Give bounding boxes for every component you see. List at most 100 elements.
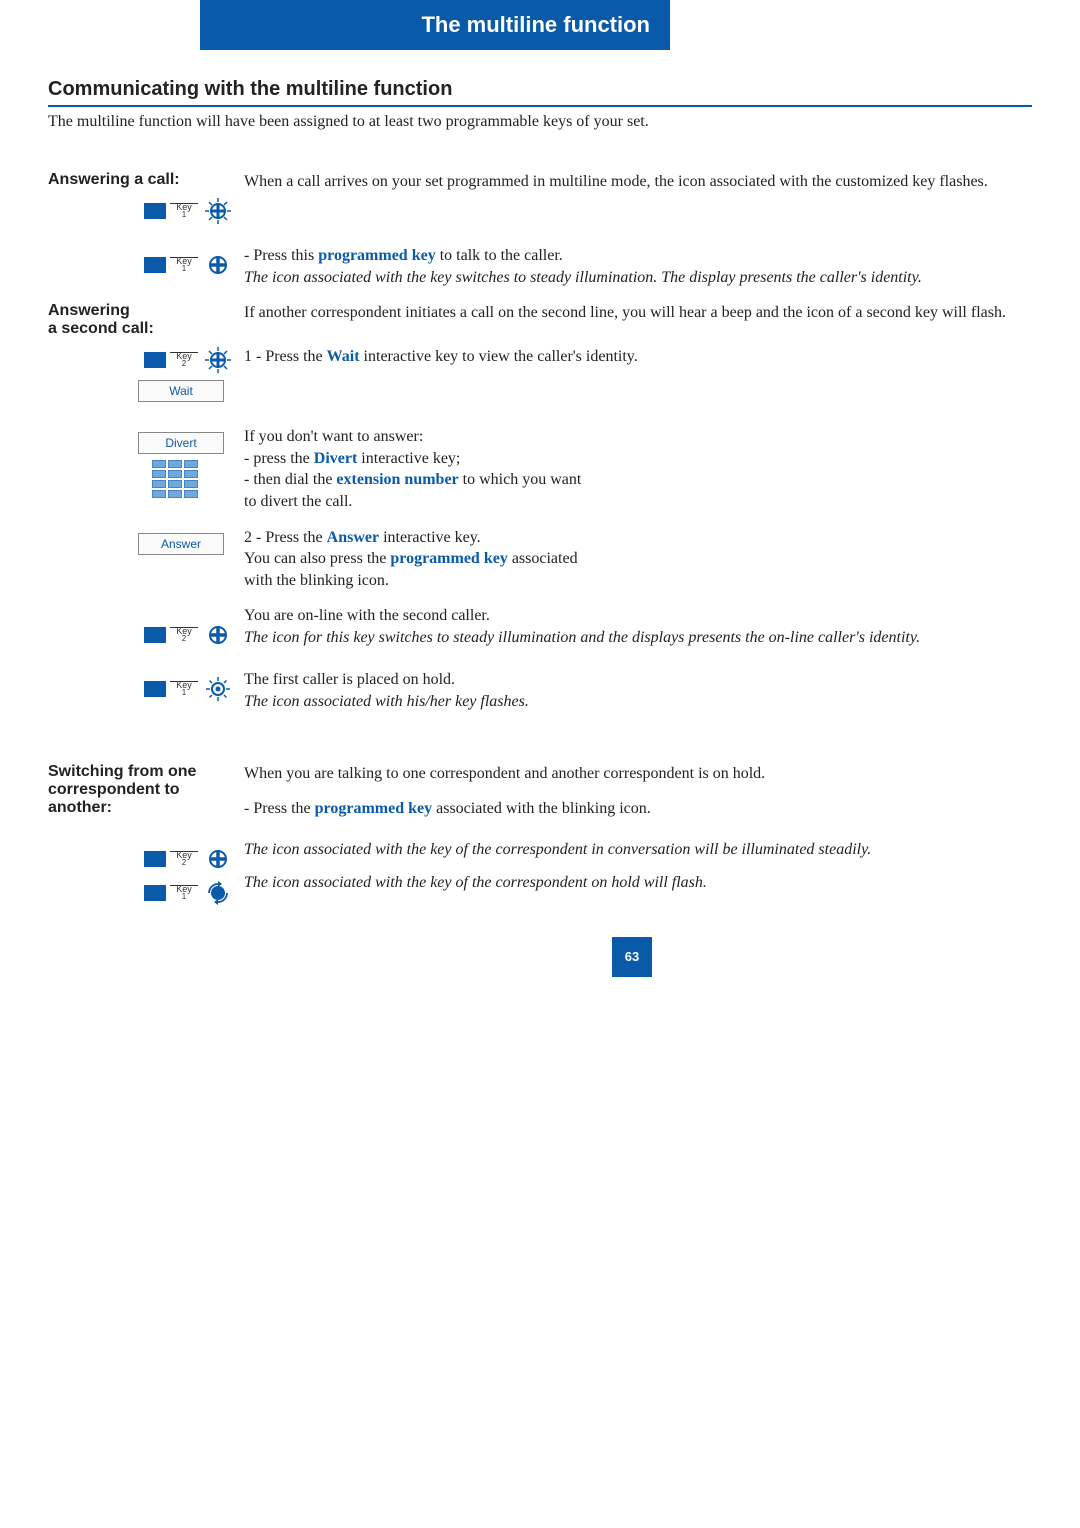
second-call-p1: If another correspondent initiates a cal… bbox=[244, 302, 1032, 324]
key-num: 2 bbox=[182, 859, 186, 867]
hold-p1: The first caller is placed on hold. bbox=[244, 669, 1032, 691]
keypad-icon bbox=[48, 460, 198, 498]
text: 2 - Press the bbox=[244, 529, 327, 546]
blue-square-icon bbox=[144, 681, 166, 697]
row-switching-2: Key 2 Key 1 bbox=[48, 839, 1032, 913]
online-p2: The icon for this key switches to steady… bbox=[244, 627, 1032, 649]
blue-square-icon bbox=[144, 627, 166, 643]
call-steady-icon bbox=[204, 251, 232, 279]
text: to which you want bbox=[459, 471, 582, 488]
italic-text: The icon associated with his/her key fla… bbox=[244, 693, 529, 710]
text: interactive key. bbox=[379, 529, 481, 546]
row-divert: Divert If you don't want to answer: - pr… bbox=[48, 426, 1032, 512]
page-number: 63 bbox=[612, 937, 652, 977]
text: interactive key to view the caller's ide… bbox=[360, 348, 638, 365]
answering-call-p1: When a call arrives on your set programm… bbox=[244, 171, 1032, 193]
second-call-title: Answering a second call: bbox=[48, 302, 236, 338]
text: Answering bbox=[48, 302, 130, 319]
text: Switching from one bbox=[48, 763, 196, 780]
key-num: 1 bbox=[182, 689, 186, 697]
switching-title: Switching from one correspondent to anot… bbox=[48, 763, 236, 817]
call-rotate-icon bbox=[204, 879, 232, 907]
divert-term: Divert bbox=[314, 450, 358, 467]
row-answering-call-2: Key 1 - Press this programmed key to tal… bbox=[48, 245, 1032, 288]
section-title: Communicating with the multiline functio… bbox=[48, 78, 1032, 107]
key-num: 2 bbox=[182, 360, 186, 368]
header-band: The multiline function bbox=[200, 0, 670, 50]
row-hold: Key 1 The first caller is placed on hold… bbox=[48, 669, 1032, 712]
key-num: 2 bbox=[182, 635, 186, 643]
switching-p2: - Press the programmed key associated wi… bbox=[244, 798, 1032, 820]
extension-number-term: extension number bbox=[336, 471, 458, 488]
key2-steady-widget: Key 2 bbox=[48, 621, 232, 649]
answer-button[interactable]: Answer bbox=[138, 533, 224, 555]
key1-steady-widget: Key 1 bbox=[48, 251, 232, 279]
text: another: bbox=[48, 799, 112, 816]
switching-p3: The icon associated with the key of the … bbox=[244, 839, 1032, 861]
switching-p4: The icon associated with the key of the … bbox=[244, 872, 1032, 894]
programmed-key-term: programmed key bbox=[390, 550, 507, 567]
intro-text: The multiline function will have been as… bbox=[48, 113, 1032, 131]
answering-call-p3: The icon associated with the key switche… bbox=[244, 267, 1032, 289]
call-flash-icon bbox=[204, 346, 232, 374]
call-steady-icon bbox=[204, 621, 232, 649]
row-answer: Answer 2 - Press the Answer interactive … bbox=[48, 527, 1032, 592]
key-num: 1 bbox=[182, 211, 186, 219]
key1-holdflash-widget: Key 1 bbox=[48, 675, 232, 703]
italic-text: The icon associated with the key of the … bbox=[244, 874, 707, 891]
italic-text: The icon associated with the key switche… bbox=[244, 269, 922, 286]
blue-square-icon bbox=[144, 257, 166, 273]
wait-button[interactable]: Wait bbox=[138, 380, 224, 402]
blue-square-icon bbox=[144, 203, 166, 219]
key2-flash-widget: Key 2 bbox=[48, 346, 232, 374]
row-second-call-1: Answering a second call: Key 2 bbox=[48, 302, 1032, 408]
divert-button[interactable]: Divert bbox=[138, 432, 224, 454]
divert-p3: - then dial the extension number to whic… bbox=[244, 469, 1032, 491]
programmed-key-term: programmed key bbox=[315, 800, 432, 817]
key1-flash-widget: Key 1 bbox=[48, 197, 232, 225]
key-num: 1 bbox=[182, 265, 186, 273]
divert-p4: to divert the call. bbox=[244, 491, 1032, 513]
row-answering-call-1: Answering a call: Key 1 When a call arri… bbox=[48, 171, 1032, 231]
text: - Press the bbox=[244, 800, 315, 817]
text: 1 - Press the bbox=[244, 348, 327, 365]
italic-text: The icon for this key switches to steady… bbox=[244, 629, 920, 646]
answer-p2: You can also press the programmed key as… bbox=[244, 548, 1032, 570]
switching-p1: When you are talking to one corresponden… bbox=[244, 763, 1032, 785]
online-p1: You are on-line with the second caller. bbox=[244, 605, 1032, 627]
blue-square-icon bbox=[144, 885, 166, 901]
text: - then dial the bbox=[244, 471, 336, 488]
programmed-key-term: programmed key bbox=[318, 247, 435, 264]
text: to talk to the caller. bbox=[436, 247, 563, 264]
text: You can also press the bbox=[244, 550, 390, 567]
blue-square-icon bbox=[144, 352, 166, 368]
second-call-p2: 1 - Press the Wait interactive key to vi… bbox=[244, 346, 1032, 368]
call-steady-icon bbox=[204, 845, 232, 873]
wait-term: Wait bbox=[327, 348, 360, 365]
answer-p1: 2 - Press the Answer interactive key. bbox=[244, 527, 1032, 549]
text: correspondent to bbox=[48, 781, 180, 798]
text: interactive key; bbox=[357, 450, 460, 467]
row-switching-1: Switching from one correspondent to anot… bbox=[48, 763, 1032, 825]
text: a second call: bbox=[48, 320, 154, 337]
italic-text: The icon associated with the key of the … bbox=[244, 841, 871, 858]
row-online: Key 2 You are on-line with the second ca… bbox=[48, 605, 1032, 655]
answer-p3: with the blinking icon. bbox=[244, 570, 1032, 592]
text: - Press this bbox=[244, 247, 318, 264]
text: - press the bbox=[244, 450, 314, 467]
divert-p2: - press the Divert interactive key; bbox=[244, 448, 1032, 470]
hold-flash-icon bbox=[204, 675, 232, 703]
text: associated with the blinking icon. bbox=[432, 800, 651, 817]
blue-square-icon bbox=[144, 851, 166, 867]
page: The multiline function Communicating wit… bbox=[0, 0, 1080, 1017]
text: associated bbox=[508, 550, 578, 567]
key-num: 1 bbox=[182, 893, 186, 901]
answering-call-title: Answering a call: bbox=[48, 171, 236, 189]
call-flash-icon bbox=[204, 197, 232, 225]
key2-steady-widget-sw: Key 2 bbox=[48, 845, 232, 873]
answering-call-p2: - Press this programmed key to talk to t… bbox=[244, 245, 1032, 267]
divert-p1: If you don't want to answer: bbox=[244, 426, 1032, 448]
content-area: Communicating with the multiline functio… bbox=[48, 78, 1032, 977]
hold-p2: The icon associated with his/her key fla… bbox=[244, 691, 1032, 713]
answer-term: Answer bbox=[327, 529, 379, 546]
